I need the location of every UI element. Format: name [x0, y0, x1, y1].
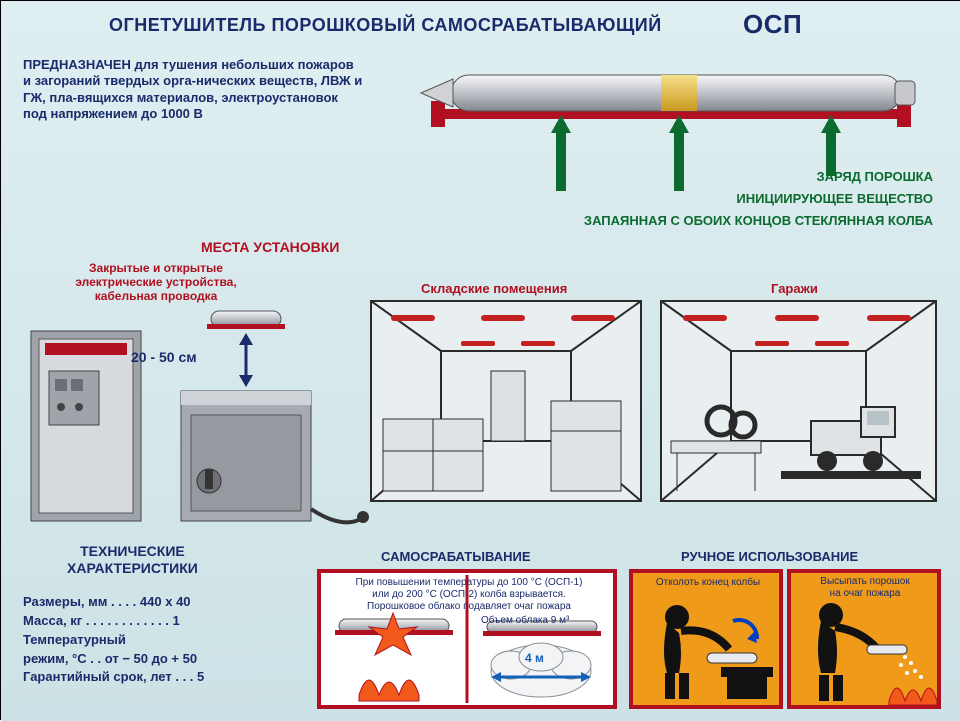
- garage-room-diagram: [661, 301, 936, 501]
- label-powder-charge: ЗАРЯД ПОРОШКА: [816, 169, 933, 184]
- fire-extinguisher-infographic: ОГНЕТУШИТЕЛЬ ПОРОШКОВЫЙ САМОСРАБАТЫВАЮЩИ…: [0, 0, 960, 720]
- main-title: ОГНЕТУШИТЕЛЬ ПОРОШКОВЫЙ САМОСРАБАТЫВАЮЩИ…: [109, 15, 662, 36]
- manual-panel-left-label: Отколоть конец колбы: [641, 577, 775, 588]
- label-initiator: ИНИЦИИРУЮЩЕЕ ВЕЩЕСТВО: [736, 191, 933, 206]
- tech-heading: ТЕХНИЧЕСКИЕ ХАРАКТЕРИСТИКИ: [67, 543, 198, 577]
- cloud-diameter-label: 4 м: [525, 651, 544, 665]
- intro-lead: ПРЕДНАЗНАЧЕН: [23, 57, 131, 72]
- distance-label: 20 - 50 см: [131, 349, 197, 365]
- cloud-volume-label: Объем облака 9 м³: [481, 615, 569, 626]
- warehouse-label: Складские помещения: [421, 281, 567, 296]
- specs-block: Размеры, мм . . . . 440 x 40 Масса, кг .…: [23, 593, 313, 687]
- manual-heading: РУЧНОЕ ИСПОЛЬЗОВАНИЕ: [681, 549, 858, 564]
- self-heading: САМОСРАБАТЫВАНИЕ: [381, 549, 531, 564]
- label-sealed-flask: ЗАПАЯННАЯ С ОБОИХ КОНЦОВ СТЕКЛЯННАЯ КОЛБ…: [413, 213, 933, 228]
- self-text: При повышении температуры до 100 °С (ОСП…: [327, 577, 611, 613]
- install-heading: МЕСТА УСТАНОВКИ: [201, 239, 339, 255]
- garage-label: Гаражи: [771, 281, 818, 296]
- electrical-sub: Закрытые и открытые электрические устрой…: [41, 261, 271, 303]
- warehouse-room-diagram: [371, 301, 641, 501]
- intro-text: ПРЕДНАЗНАЧЕН для тушения небольших пожар…: [23, 57, 363, 122]
- title-abbr: ОСП: [743, 9, 802, 40]
- manual-panel-right-label: Высыпать порошок на очаг пожара: [797, 576, 933, 599]
